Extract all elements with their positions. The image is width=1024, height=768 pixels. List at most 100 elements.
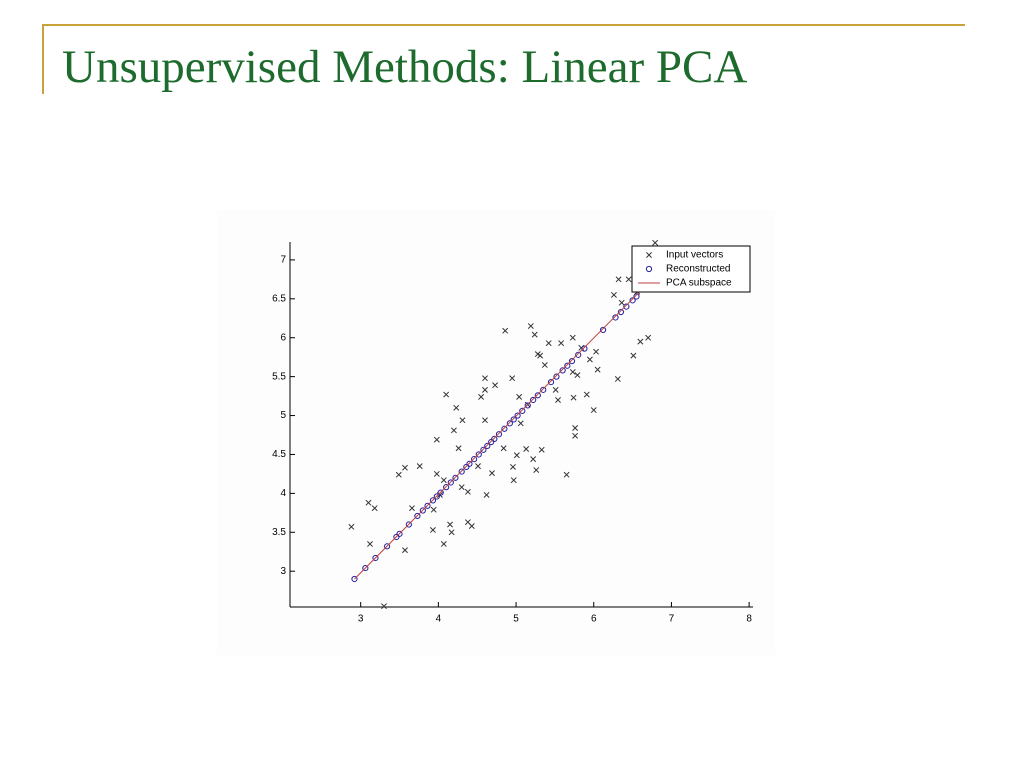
input-point — [531, 331, 538, 338]
legend-label: Input vectors — [666, 250, 723, 261]
input-point — [482, 375, 488, 382]
input-point — [489, 470, 495, 477]
reconstructed-point — [433, 493, 440, 500]
reconstructed-point — [612, 314, 619, 321]
reconstructed-point — [384, 543, 391, 550]
input-point — [615, 276, 622, 283]
input-point — [545, 340, 552, 347]
reconstructed-point — [484, 442, 491, 450]
reconstructed-point — [362, 564, 369, 572]
reconstructed-point — [447, 479, 454, 486]
input-point — [570, 394, 577, 401]
input-point — [416, 463, 423, 470]
input-point — [537, 352, 544, 359]
x-tick-label: 6 — [591, 614, 597, 625]
reconstructed-point — [581, 345, 588, 352]
input-point — [510, 463, 516, 470]
slide-title: Unsupervised Methods: Linear PCA — [62, 41, 748, 93]
input-point — [475, 463, 481, 470]
reconstructed-point — [506, 420, 513, 427]
input-point — [558, 340, 565, 347]
legend-label: Reconstructed — [666, 264, 730, 275]
input-point — [402, 547, 408, 554]
input-point — [583, 391, 590, 398]
y-tick-label: 5 — [280, 410, 286, 421]
reconstructed-point — [405, 521, 412, 528]
input-point — [440, 477, 447, 484]
reconstructed-point — [534, 392, 541, 399]
reconstructed-point — [568, 357, 576, 365]
y-tick-label: 5.5 — [272, 371, 286, 382]
x-tick-label: 8 — [746, 614, 752, 625]
input-point — [510, 477, 517, 484]
y-tick-label: 3.5 — [272, 527, 286, 538]
input-point — [541, 362, 548, 368]
input-point — [409, 505, 415, 512]
input-point — [482, 386, 488, 393]
input-point — [395, 471, 402, 478]
reconstructed-point — [393, 533, 400, 541]
reconstructed-point — [559, 367, 566, 374]
x-tick-label: 4 — [436, 614, 442, 625]
reconstructed-point — [491, 435, 498, 442]
input-point — [381, 603, 387, 610]
reconstructed-point — [419, 507, 426, 514]
input-point — [517, 420, 524, 427]
reconstructed-point — [351, 575, 358, 583]
input-point — [458, 484, 465, 491]
reconstructed-point — [452, 474, 459, 481]
pca-line — [354, 289, 643, 580]
reconstructed-point — [564, 362, 571, 369]
reconstructed-point — [463, 463, 470, 471]
input-point — [430, 506, 437, 513]
reconstructed-point — [443, 484, 450, 491]
input-point — [625, 276, 632, 283]
input-point — [572, 432, 579, 439]
input-point — [552, 386, 559, 393]
input-point — [572, 425, 579, 431]
input-point — [586, 356, 593, 363]
input-point — [367, 541, 373, 547]
legend-marker — [646, 252, 652, 258]
y-tick-label: 6.5 — [272, 293, 286, 304]
reconstructed-point — [458, 468, 465, 475]
input-point — [538, 446, 545, 453]
input-point — [464, 488, 471, 495]
reconstructed-point — [424, 502, 431, 509]
input-point — [618, 299, 625, 306]
reconstructed-point — [480, 446, 487, 453]
input-point — [500, 445, 507, 452]
input-point — [610, 291, 617, 298]
input-point — [555, 397, 561, 403]
input-point — [590, 407, 597, 414]
reconstructed-point — [530, 396, 537, 404]
input-point — [652, 239, 659, 246]
reconstructed-point — [623, 303, 630, 310]
input-point — [459, 417, 466, 424]
legend-marker — [645, 265, 653, 273]
input-point — [450, 427, 457, 434]
y-tick-label: 4.5 — [272, 449, 286, 460]
reconstructed-point — [553, 373, 560, 380]
input-point — [365, 499, 372, 506]
y-tick-label: 7 — [280, 255, 286, 266]
input-point — [453, 404, 460, 411]
input-point — [429, 526, 436, 533]
input-point — [447, 521, 453, 528]
reconstructed-point — [617, 308, 625, 316]
input-point — [593, 348, 600, 355]
input-point — [563, 471, 570, 478]
input-point — [478, 393, 485, 400]
input-point — [448, 529, 455, 536]
reconstructed-point — [429, 497, 437, 504]
input-point — [468, 523, 475, 530]
reconstructed-point — [372, 554, 379, 562]
reconstructed-point — [575, 351, 582, 358]
reconstructed-point — [519, 407, 526, 414]
input-point — [516, 393, 523, 400]
input-point — [348, 523, 355, 530]
x-tick-label: 5 — [513, 614, 519, 625]
input-point — [530, 456, 537, 463]
input-point — [402, 464, 408, 471]
input-point — [630, 352, 637, 359]
